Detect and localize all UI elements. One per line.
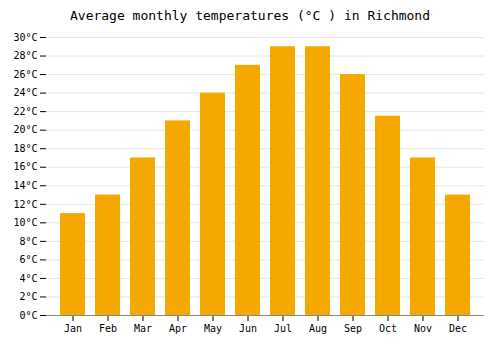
svg-text:Feb: Feb <box>99 323 117 334</box>
svg-text:Jul: Jul <box>274 323 292 334</box>
svg-text:0°C: 0°C <box>19 310 37 321</box>
svg-text:16°C: 16°C <box>13 161 37 172</box>
svg-text:Mar: Mar <box>134 323 152 334</box>
svg-text:28°C: 28°C <box>13 50 37 61</box>
svg-text:18°C: 18°C <box>13 143 37 154</box>
svg-text:Sep: Sep <box>344 323 362 334</box>
svg-text:Apr: Apr <box>169 323 187 334</box>
svg-text:12°C: 12°C <box>13 199 37 210</box>
svg-text:26°C: 26°C <box>13 69 37 80</box>
svg-text:Jun: Jun <box>239 323 257 334</box>
svg-text:4°C: 4°C <box>19 273 37 284</box>
html-text:Average monthly temperatures (: Average monthly temperatures (°C ) in Ri… <box>70 8 430 23</box>
svg-text:6°C: 6°C <box>19 254 37 265</box>
svg-text:30°C: 30°C <box>13 32 37 43</box>
svg-text:Jan: Jan <box>64 323 82 334</box>
svg-text:Aug: Aug <box>309 323 327 334</box>
svg-text:14°C: 14°C <box>13 180 37 191</box>
svg-text:May: May <box>204 323 222 334</box>
svg-text:20°C: 20°C <box>13 124 37 135</box>
svg-text:10°C: 10°C <box>13 217 37 228</box>
svg-text:24°C: 24°C <box>13 87 37 98</box>
svg-text:Dec: Dec <box>449 323 467 334</box>
svg-text:Oct: Oct <box>379 323 397 334</box>
svg-text:2°C: 2°C <box>19 291 37 302</box>
svg-text:8°C: 8°C <box>19 236 37 247</box>
svg-text:22°C: 22°C <box>13 106 37 117</box>
svg-text:Nov: Nov <box>414 323 432 334</box>
